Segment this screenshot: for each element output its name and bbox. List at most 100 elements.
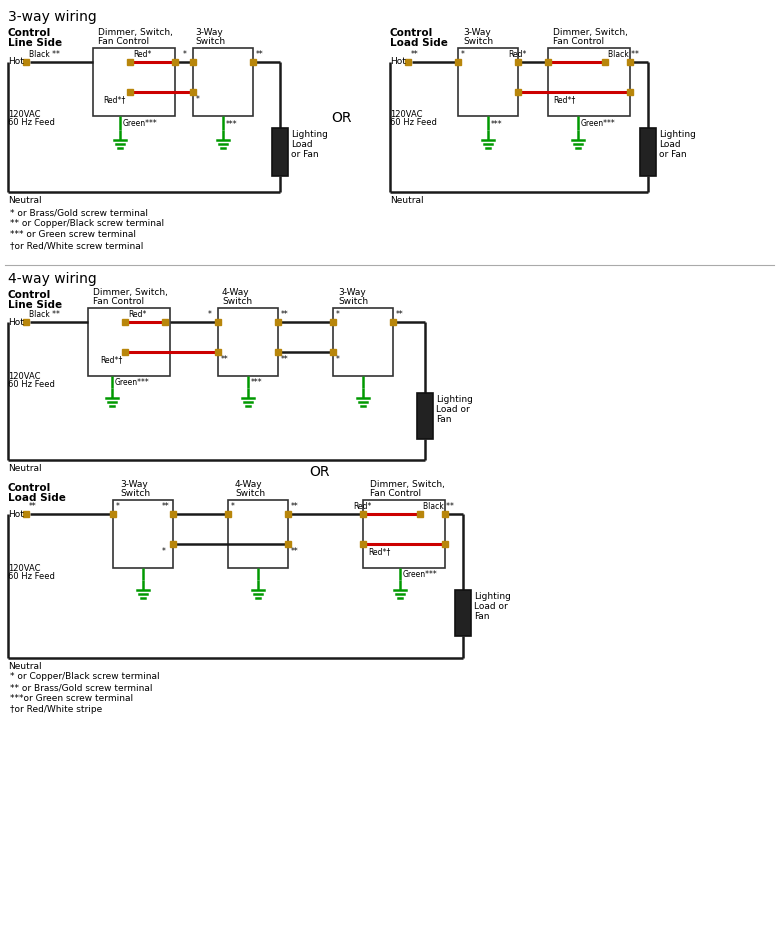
Text: Red*†: Red*† xyxy=(553,95,575,104)
Text: Black **: Black ** xyxy=(29,310,60,319)
Text: * or Brass/Gold screw terminal: * or Brass/Gold screw terminal xyxy=(10,208,148,217)
Text: *: * xyxy=(183,50,187,59)
Bar xyxy=(458,48,518,116)
Bar xyxy=(193,48,253,116)
Text: *: * xyxy=(162,547,166,556)
Text: 60 Hz Feed: 60 Hz Feed xyxy=(8,118,55,127)
Text: **: ** xyxy=(29,502,37,511)
Text: Switch: Switch xyxy=(338,297,368,306)
Text: ***: *** xyxy=(491,119,502,128)
Text: Neutral: Neutral xyxy=(8,196,41,205)
Bar xyxy=(640,128,656,176)
Text: Neutral: Neutral xyxy=(8,662,41,671)
Text: 3-Way: 3-Way xyxy=(195,28,223,37)
Text: 60 Hz Feed: 60 Hz Feed xyxy=(390,118,437,127)
Text: **: ** xyxy=(162,502,170,511)
Text: ***: *** xyxy=(251,378,263,387)
Text: or Fan: or Fan xyxy=(659,150,686,159)
Text: *: * xyxy=(461,50,465,59)
Text: Red*: Red* xyxy=(133,50,151,59)
Text: Dimmer, Switch,: Dimmer, Switch, xyxy=(553,28,628,37)
Text: Dimmer, Switch,: Dimmer, Switch, xyxy=(98,28,173,37)
Text: **: ** xyxy=(291,547,299,556)
Text: Dimmer, Switch,: Dimmer, Switch, xyxy=(370,480,445,489)
Text: Fan: Fan xyxy=(436,415,452,424)
Text: Black **: Black ** xyxy=(423,502,454,511)
Text: Load or: Load or xyxy=(474,602,508,611)
Text: Control: Control xyxy=(390,28,433,38)
Text: Control: Control xyxy=(8,290,51,300)
Bar xyxy=(363,500,445,568)
Bar xyxy=(113,500,173,568)
Bar xyxy=(218,308,278,376)
Text: *: * xyxy=(231,502,235,511)
Text: ** or Copper/Black screw terminal: ** or Copper/Black screw terminal xyxy=(10,219,164,228)
Text: 4-Way: 4-Way xyxy=(235,480,263,489)
Text: Fan: Fan xyxy=(474,612,489,621)
Text: Fan Control: Fan Control xyxy=(370,489,421,498)
Text: Switch: Switch xyxy=(120,489,150,498)
Text: OR: OR xyxy=(310,465,330,479)
Bar xyxy=(417,393,433,439)
Text: Switch: Switch xyxy=(235,489,265,498)
Text: Fan Control: Fan Control xyxy=(553,37,605,46)
Text: Red*†: Red*† xyxy=(103,95,125,104)
Text: Lighting: Lighting xyxy=(659,130,696,139)
Text: 4-way wiring: 4-way wiring xyxy=(8,272,97,286)
Text: Load or: Load or xyxy=(436,405,470,414)
Text: Fan Control: Fan Control xyxy=(93,297,144,306)
Text: *: * xyxy=(208,310,212,319)
Text: Green***: Green*** xyxy=(581,119,615,128)
Text: Control: Control xyxy=(8,483,51,493)
Text: Line Side: Line Side xyxy=(8,300,62,310)
Text: Lighting: Lighting xyxy=(436,395,473,404)
Text: Hot: Hot xyxy=(8,317,24,326)
Text: or Fan: or Fan xyxy=(291,150,319,159)
Bar xyxy=(228,500,288,568)
Text: Load: Load xyxy=(291,140,312,149)
Text: *: * xyxy=(116,502,120,511)
Text: Red*: Red* xyxy=(508,50,527,59)
Text: Red*: Red* xyxy=(353,502,372,511)
Text: *** or Green screw terminal: *** or Green screw terminal xyxy=(10,230,136,239)
Text: Hot: Hot xyxy=(390,58,406,67)
Bar xyxy=(272,128,288,176)
Text: Hot: Hot xyxy=(8,58,24,67)
Text: Green***: Green*** xyxy=(123,119,158,128)
Bar xyxy=(93,48,175,116)
Text: Line Side: Line Side xyxy=(8,38,62,48)
Text: **: ** xyxy=(281,310,289,319)
Text: Dimmer, Switch,: Dimmer, Switch, xyxy=(93,288,168,297)
Text: 3-Way: 3-Way xyxy=(338,288,366,297)
Text: 4-Way: 4-Way xyxy=(222,288,249,297)
Text: Load Side: Load Side xyxy=(8,493,66,503)
Text: Fan Control: Fan Control xyxy=(98,37,149,46)
Text: Load: Load xyxy=(659,140,681,149)
Bar xyxy=(88,308,170,376)
Text: Green***: Green*** xyxy=(115,378,150,387)
Text: Neutral: Neutral xyxy=(8,464,41,473)
Text: 60 Hz Feed: 60 Hz Feed xyxy=(8,572,55,581)
Text: **: ** xyxy=(411,50,419,59)
Text: **: ** xyxy=(281,355,289,364)
Text: Switch: Switch xyxy=(463,37,493,46)
Text: 120VAC: 120VAC xyxy=(390,110,422,119)
Text: **: ** xyxy=(221,355,229,364)
Text: 60 Hz Feed: 60 Hz Feed xyxy=(8,380,55,389)
Text: Lighting: Lighting xyxy=(291,130,328,139)
Text: 120VAC: 120VAC xyxy=(8,564,41,573)
Text: Lighting: Lighting xyxy=(474,592,511,601)
Text: Control: Control xyxy=(8,28,51,38)
Text: Neutral: Neutral xyxy=(390,196,424,205)
Text: *: * xyxy=(336,310,340,319)
Text: Black **: Black ** xyxy=(29,50,60,59)
Text: Load Side: Load Side xyxy=(390,38,448,48)
Text: **: ** xyxy=(291,502,299,511)
Text: 3-Way: 3-Way xyxy=(463,28,491,37)
Text: **: ** xyxy=(396,310,404,319)
Text: Black **: Black ** xyxy=(608,50,639,59)
Text: †or Red/White screw terminal: †or Red/White screw terminal xyxy=(10,241,143,250)
Text: 3-Way: 3-Way xyxy=(120,480,148,489)
Text: Green***: Green*** xyxy=(403,569,438,578)
Text: * or Copper/Black screw terminal: * or Copper/Black screw terminal xyxy=(10,672,160,681)
